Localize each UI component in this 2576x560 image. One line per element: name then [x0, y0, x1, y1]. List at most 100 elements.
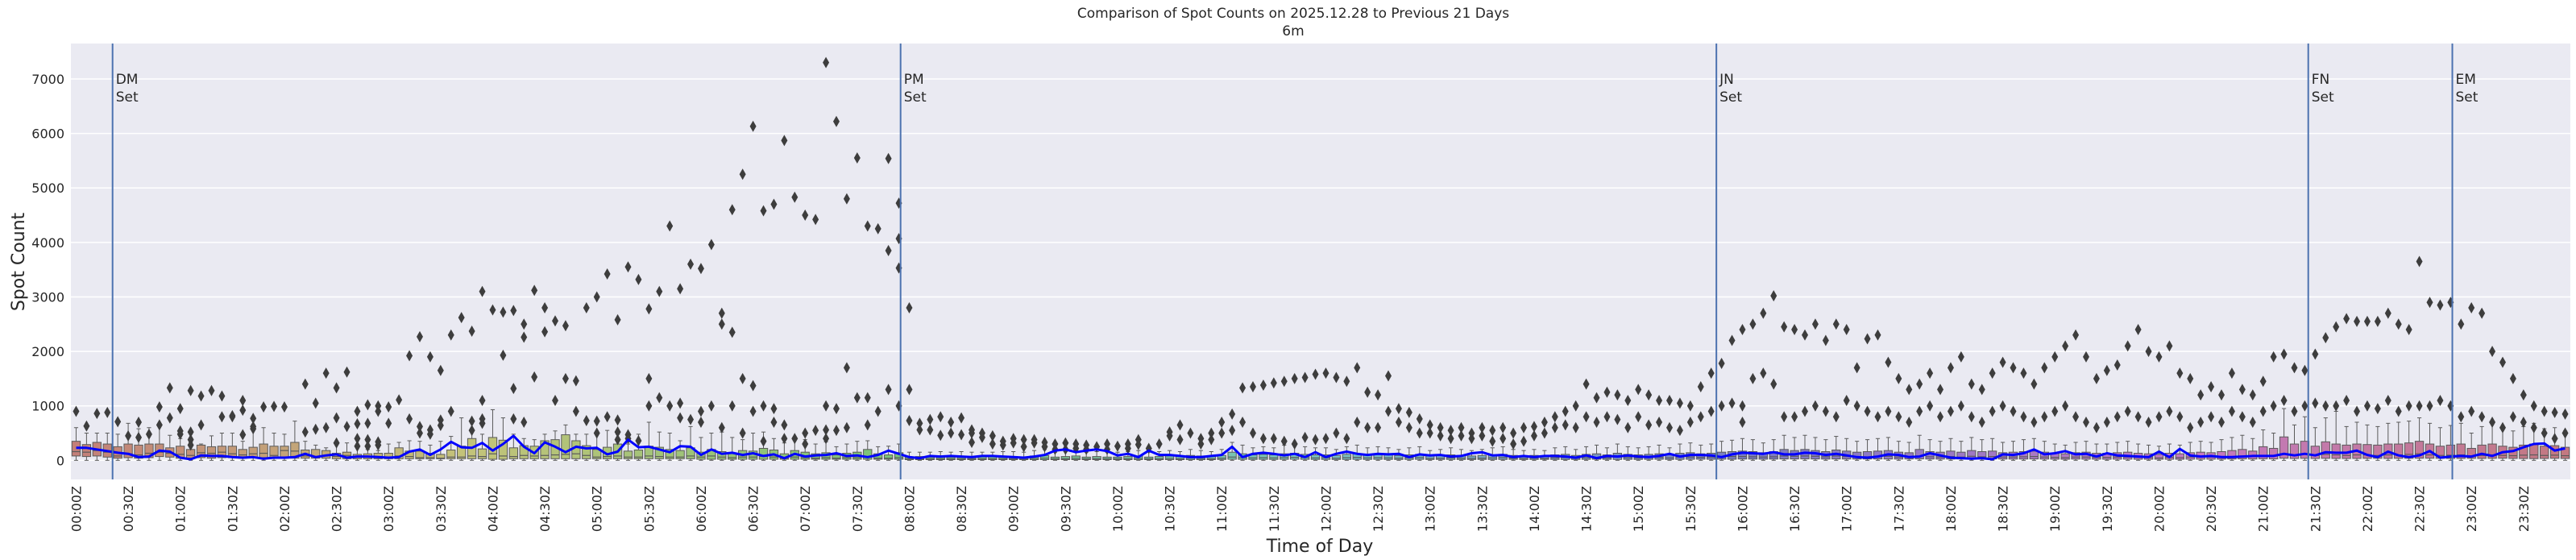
outlier-marker — [1718, 400, 1725, 412]
box-83 — [935, 411, 945, 461]
outlier-marker — [2093, 372, 2100, 384]
outlier-marker — [2499, 356, 2506, 368]
x-tick-label: 21:00Z — [2256, 486, 2271, 532]
outlier-marker — [416, 421, 423, 433]
outlier-marker — [2416, 400, 2423, 412]
outlier-marker — [552, 315, 559, 327]
outlier-marker — [770, 198, 778, 210]
event-label: FN — [2312, 72, 2330, 88]
box-iqr — [2259, 446, 2268, 459]
outlier-marker — [1843, 324, 1850, 336]
outlier-marker — [645, 372, 653, 384]
box-iqr — [1071, 455, 1081, 461]
outlier-marker — [1645, 389, 1653, 401]
outlier-marker — [1832, 318, 1840, 330]
outlier-marker — [823, 400, 830, 412]
outlier-marker — [2176, 367, 2184, 380]
outlier-marker — [1447, 425, 1454, 437]
box-iqr — [196, 444, 206, 458]
box-229 — [2456, 318, 2466, 461]
outlier-marker — [271, 400, 278, 413]
outlier-marker — [2041, 362, 2048, 374]
outlier-marker — [739, 427, 746, 439]
box-195 — [2102, 364, 2112, 461]
box-73 — [832, 115, 841, 461]
event-label: DM — [116, 72, 139, 88]
outlier-marker — [2301, 400, 2308, 412]
box-iqr — [2466, 447, 2476, 459]
box-105 — [1164, 426, 1175, 461]
outlier-marker — [2479, 411, 2486, 423]
box-iqr — [1123, 456, 1133, 461]
outlier-marker — [1229, 408, 1236, 420]
x-tick-label: 12:30Z — [1371, 486, 1386, 532]
outlier-marker — [707, 239, 715, 251]
outlier-marker — [1614, 413, 1621, 425]
outlier-marker — [1280, 375, 1288, 388]
outlier-marker — [812, 425, 819, 437]
outlier-marker — [1354, 362, 1361, 374]
outlier-marker — [2437, 299, 2444, 311]
outlier-marker — [978, 431, 985, 443]
outlier-marker — [1458, 421, 1465, 433]
outlier-marker — [416, 427, 423, 439]
outlier-marker — [447, 405, 454, 417]
x-tick-label: 18:30Z — [1996, 486, 2011, 532]
outlier-marker — [2020, 411, 2027, 423]
box-iqr — [415, 450, 425, 459]
outlier-marker — [1718, 357, 1725, 369]
box-59 — [686, 258, 695, 461]
outlier-marker — [843, 193, 850, 205]
outlier-marker — [1843, 394, 1850, 406]
outlier-marker — [1270, 377, 1277, 389]
outlier-marker — [176, 403, 184, 415]
box-iqr — [206, 446, 217, 459]
outlier-marker — [916, 417, 923, 429]
outlier-marker — [666, 220, 674, 232]
outlier-marker — [802, 427, 809, 439]
box-iqr — [1331, 454, 1342, 460]
outlier-marker — [364, 433, 371, 446]
outlier-marker — [1791, 411, 1798, 423]
outlier-marker — [1885, 356, 1892, 368]
box-200 — [2154, 351, 2164, 461]
outlier-marker — [479, 285, 486, 297]
outlier-marker — [2051, 405, 2059, 417]
outlier-marker — [2020, 367, 2027, 380]
box-120 — [1321, 367, 1331, 461]
outlier-marker — [2354, 315, 2361, 327]
box-iqr — [540, 440, 550, 459]
outlier-marker — [1676, 425, 1683, 437]
outlier-marker — [999, 439, 1006, 451]
outlier-marker — [135, 431, 143, 443]
box-iqr — [1394, 454, 1404, 460]
event-label: Set — [116, 89, 139, 106]
box-89 — [998, 435, 1008, 461]
x-tick-label: 11:30Z — [1267, 486, 1282, 532]
outlier-marker — [1343, 375, 1350, 388]
box-86 — [967, 424, 977, 461]
box-iqr — [758, 447, 769, 460]
x-tick-label: 15:30Z — [1683, 486, 1699, 532]
outlier-marker — [2031, 416, 2038, 428]
outlier-marker — [2259, 375, 2267, 388]
outlier-marker — [1500, 433, 1507, 445]
outlier-marker — [426, 428, 433, 440]
outlier-marker — [697, 405, 704, 417]
outlier-marker — [218, 411, 226, 423]
outlier-marker — [614, 426, 621, 438]
outlier-marker — [2322, 332, 2329, 344]
outlier-marker — [624, 261, 632, 273]
outlier-marker — [1572, 421, 1579, 433]
box-iqr — [2279, 436, 2289, 459]
outlier-marker — [1802, 405, 1809, 417]
outlier-marker — [1916, 405, 1923, 417]
y-tick-label: 6000 — [31, 127, 64, 142]
box-11 — [185, 384, 196, 461]
box-101 — [1123, 438, 1133, 461]
box-55 — [644, 303, 654, 461]
outlier-marker — [260, 401, 268, 413]
outlier-marker — [1385, 405, 1392, 417]
outlier-marker — [2312, 397, 2319, 409]
x-tick-label: 20:30Z — [2204, 486, 2219, 532]
